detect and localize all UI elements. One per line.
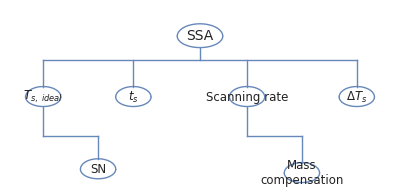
Text: $\Delta T_s$: $\Delta T_s$ <box>346 89 368 105</box>
Text: SN: SN <box>90 163 106 176</box>
Text: Scanning rate: Scanning rate <box>206 90 288 104</box>
Text: $T_{s,\ ideal}$: $T_{s,\ ideal}$ <box>23 89 63 105</box>
Text: $t_s$: $t_s$ <box>128 89 139 105</box>
Text: Mass
compensation: Mass compensation <box>260 159 344 187</box>
Text: SSA: SSA <box>186 29 214 43</box>
